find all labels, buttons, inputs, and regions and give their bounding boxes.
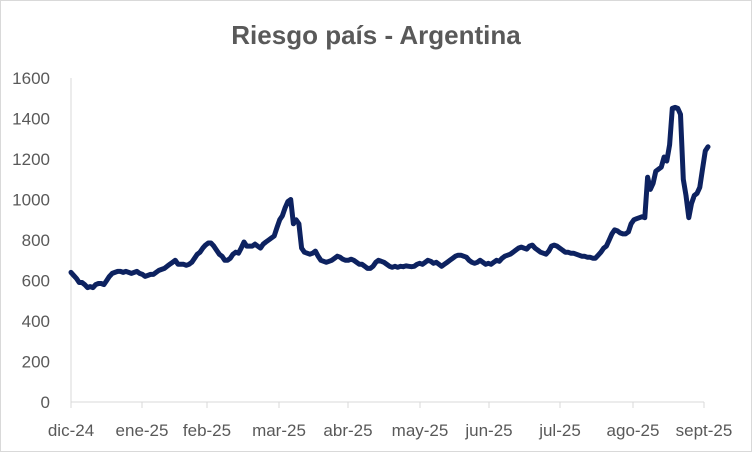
x-axis-tick-labels: dic-24 ene-25 feb-25 mar-25 abr-25 may-25 jun-… bbox=[48, 402, 733, 440]
y-tick-label: 600 bbox=[22, 272, 50, 291]
x-tick-label: sept-25 bbox=[676, 421, 733, 440]
x-tick-label: may-25 bbox=[392, 421, 449, 440]
y-tick-label: 400 bbox=[22, 312, 50, 331]
y-tick-label: 1400 bbox=[12, 110, 50, 129]
x-tick-label: feb-25 bbox=[183, 421, 231, 440]
x-tick-label: jul-25 bbox=[538, 421, 581, 440]
y-tick-label: 0 bbox=[41, 393, 50, 412]
chart-title: Riesgo país - Argentina bbox=[231, 20, 521, 50]
y-tick-label: 1200 bbox=[12, 150, 50, 169]
y-tick-label: 1000 bbox=[12, 191, 50, 210]
x-tick-label: ago-25 bbox=[607, 421, 660, 440]
x-tick-label: jun-25 bbox=[464, 421, 512, 440]
y-tick-label: 1600 bbox=[12, 69, 50, 88]
y-tick-label: 200 bbox=[22, 353, 50, 372]
x-tick-label: ene-25 bbox=[116, 421, 169, 440]
series-line bbox=[68, 104, 711, 291]
x-tick-label: dic-24 bbox=[48, 421, 94, 440]
y-axis-tick-labels: 0 200 400 600 800 1000 1200 1400 1600 bbox=[12, 69, 50, 412]
y-tick-label: 800 bbox=[22, 231, 50, 250]
x-tick-label: abr-25 bbox=[323, 421, 372, 440]
x-tick-label: mar-25 bbox=[252, 421, 306, 440]
